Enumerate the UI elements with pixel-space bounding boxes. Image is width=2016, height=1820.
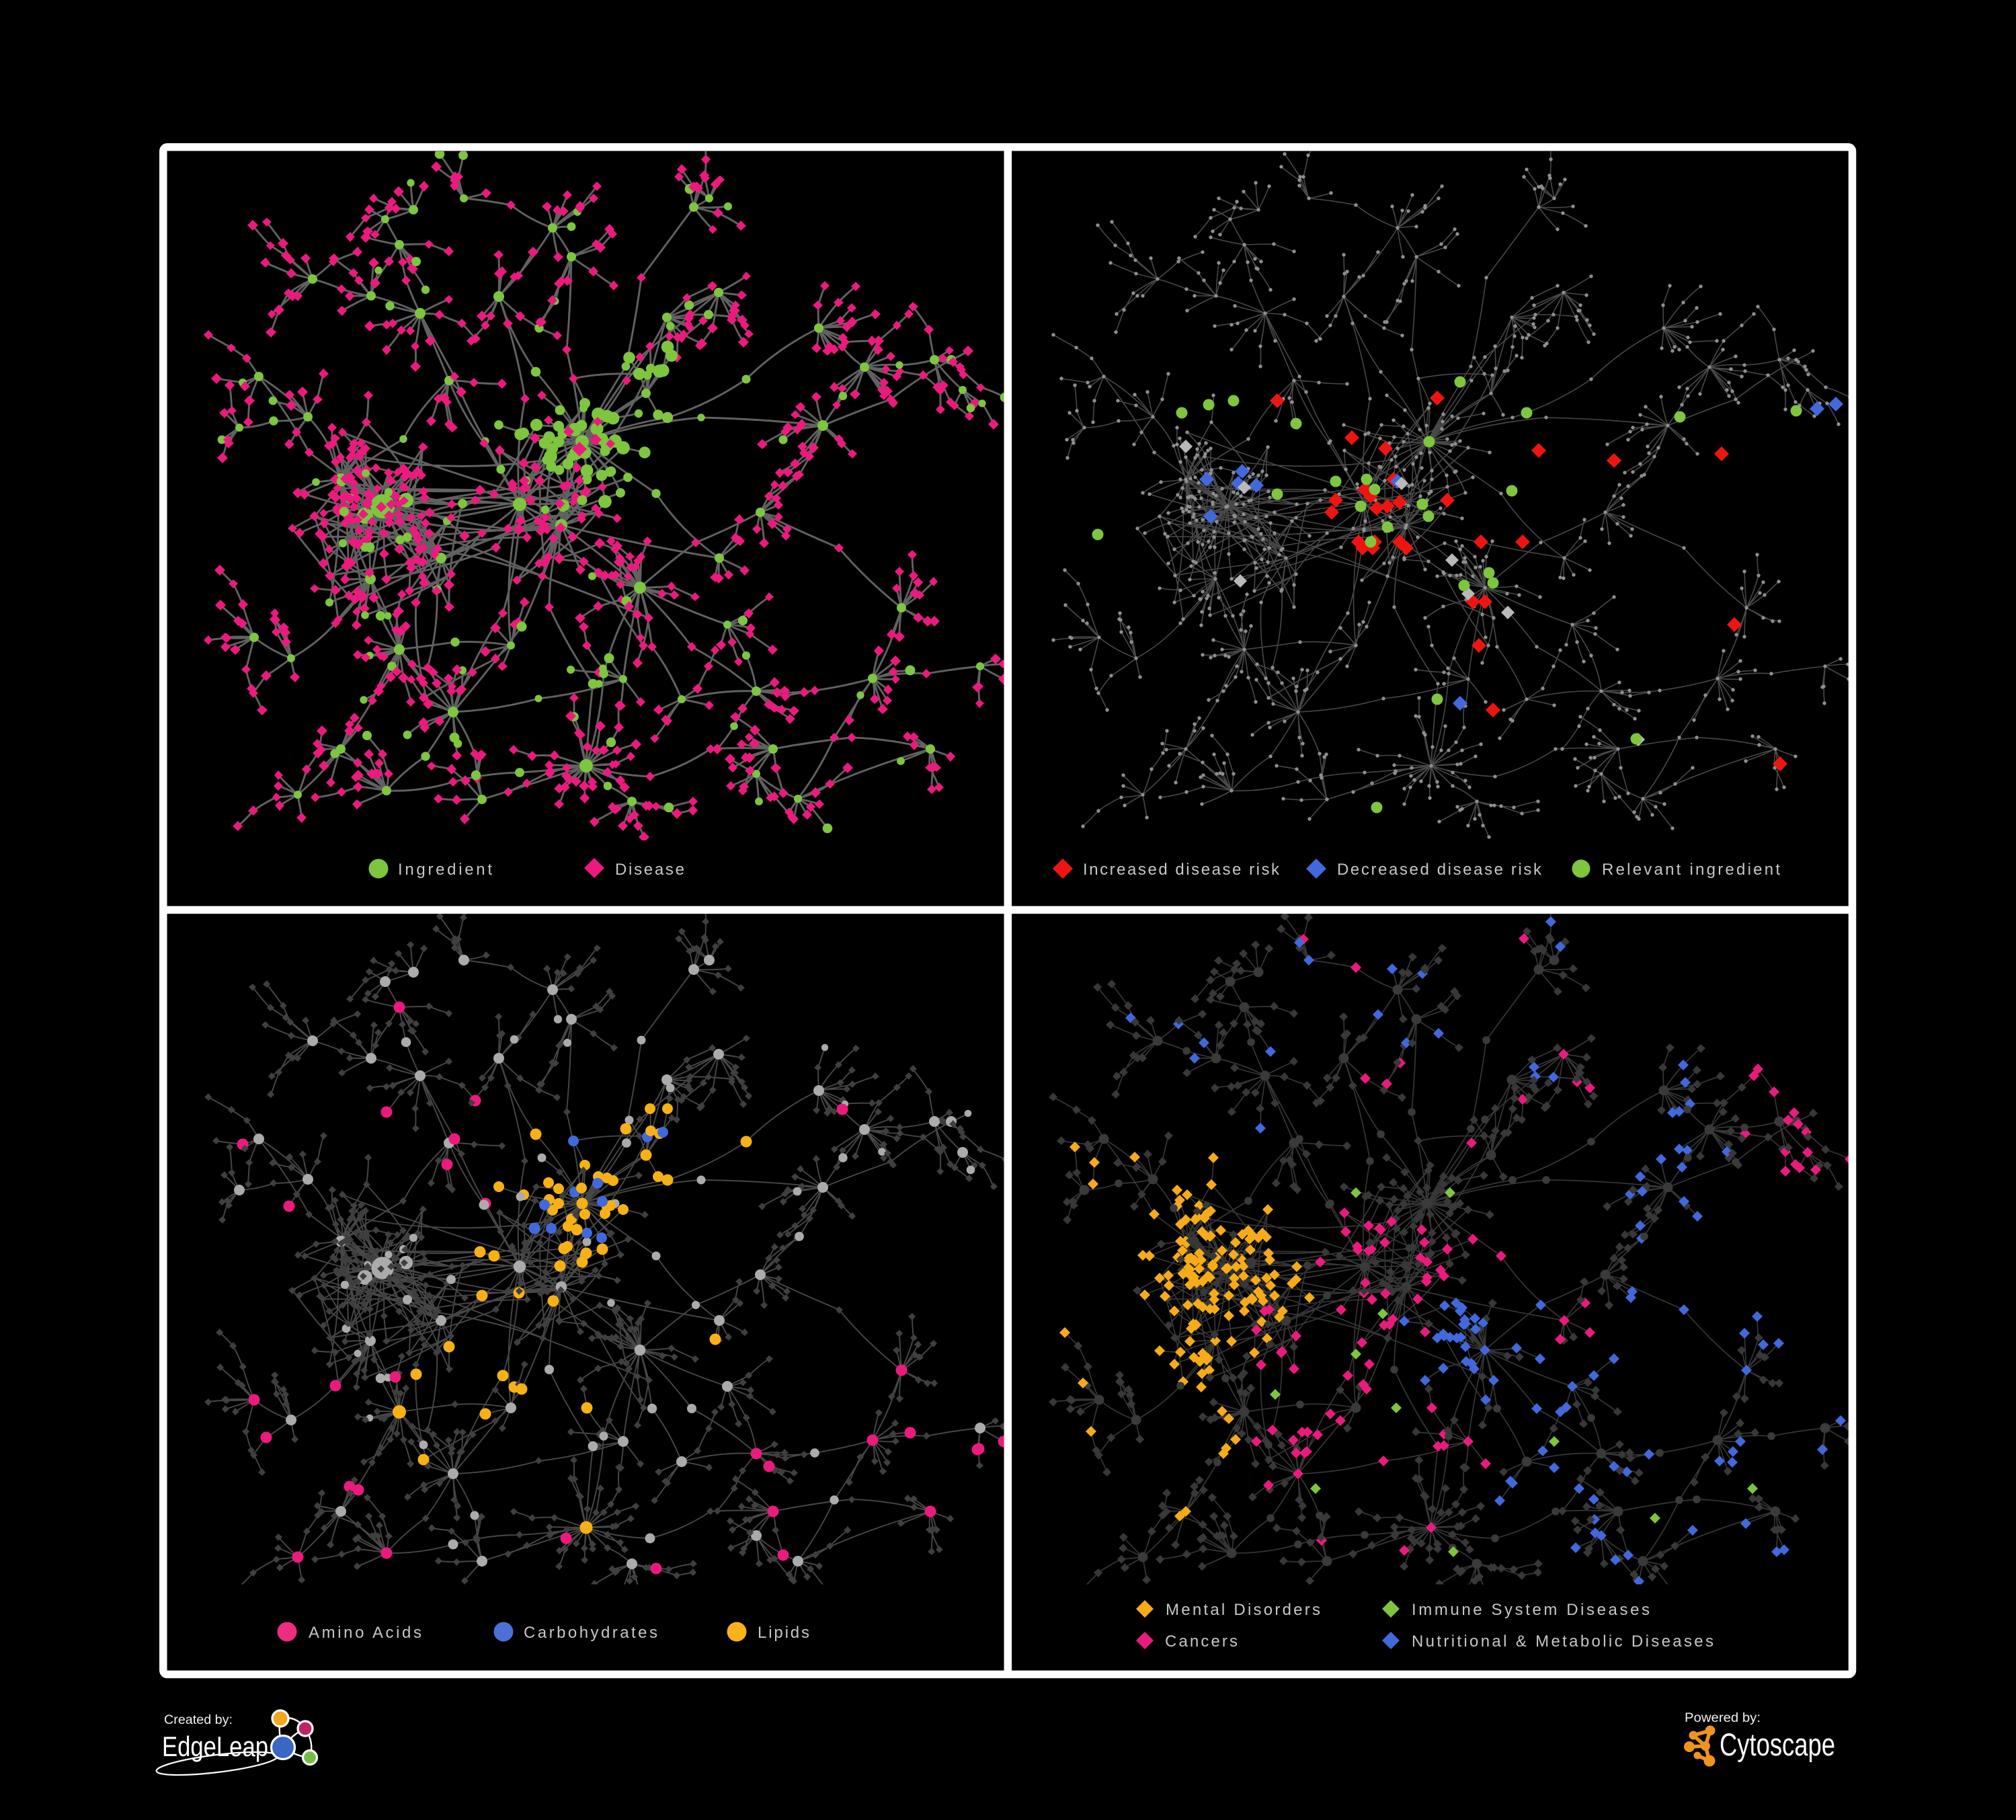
svg-text:Powered by:: Powered by: xyxy=(1685,1711,1761,1725)
svg-text:Nutritional & Metabolic Diseas: Nutritional & Metabolic Diseases xyxy=(1412,1632,1713,1651)
svg-text:EdgeLeap: EdgeLeap xyxy=(162,1731,268,1762)
svg-text:Decreased disease risk: Decreased disease risk xyxy=(1337,861,1542,879)
svg-text:Cytoscape: Cytoscape xyxy=(1720,1727,1835,1762)
svg-text:Carbohydrates: Carbohydrates xyxy=(524,1624,657,1642)
svg-text:Increased disease risk: Increased disease risk xyxy=(1083,861,1280,879)
svg-text:Mental Disorders: Mental Disorders xyxy=(1166,1601,1320,1619)
svg-text:Disease: Disease xyxy=(615,861,684,879)
svg-text:Cancers: Cancers xyxy=(1165,1632,1238,1651)
svg-text:Relevant ingredient: Relevant ingredient xyxy=(1602,861,1780,879)
svg-text:Created by:: Created by: xyxy=(164,1713,233,1727)
